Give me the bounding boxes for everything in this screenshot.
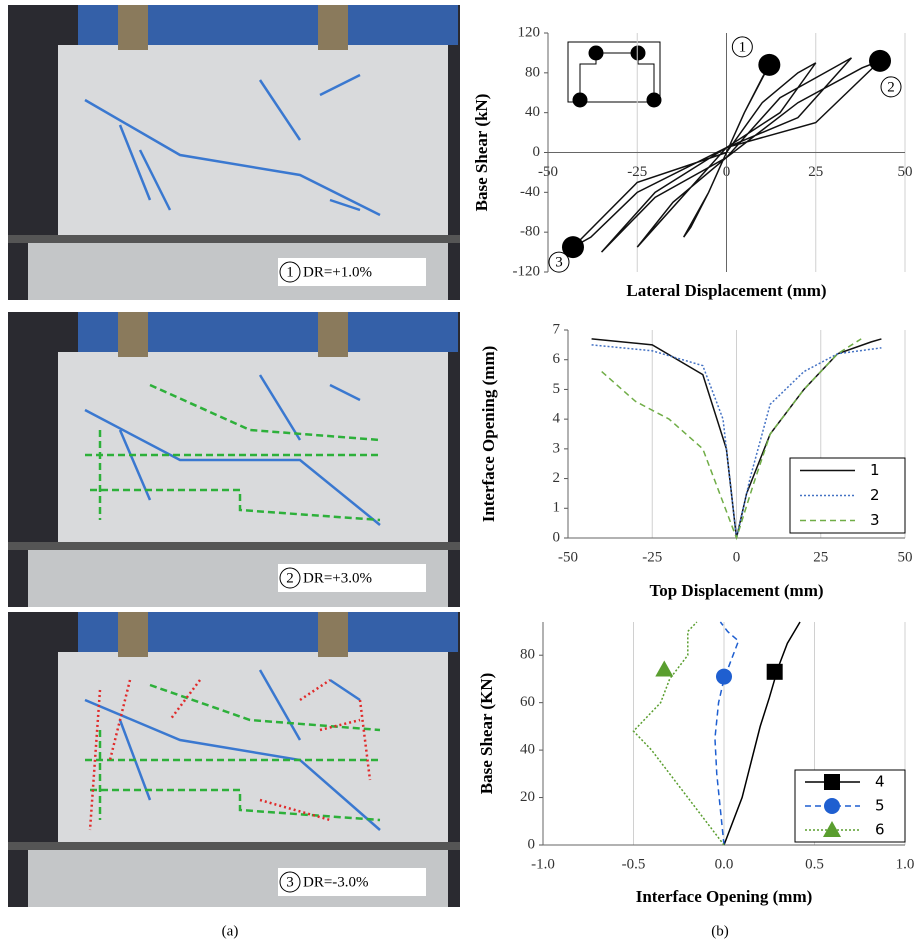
series-line [714,621,740,846]
x-axis-label: Interface Opening (mm) [636,887,813,906]
x-tick-label: 50 [898,549,913,565]
legend-label: 4 [875,773,885,791]
x-tick-label: -1.0 [531,856,555,872]
y-tick-label: 40 [525,104,540,120]
x-tick-label: 0 [733,549,741,565]
x-tick-label: -25 [627,164,647,180]
number-circle [279,261,301,283]
caption: (a) [222,923,239,939]
x-axis-label: Lateral Displacement (mm) [626,281,826,300]
y-tick-label: 120 [518,24,541,40]
inset-icon [567,41,662,108]
y-tick-label: 2 [553,470,561,486]
photo-number: 3 [286,874,294,890]
x-tick-label: 1.0 [896,856,915,872]
y-axis-label: Base Shear (KN) [477,673,496,795]
x-tick-label: -0.5 [622,856,646,872]
chart: -1.0 -0.5 0.0 0.5 1.0 0 20 40 60 80 Interface Open… [477,621,915,906]
chart: -50 -25 0 25 50 0 1 2 3 4 5 6 7 Top Displacement (mm)… [479,321,913,599]
y-tick-label: 0 [533,144,541,160]
number-circle [548,251,570,273]
y-tick-label: 0 [528,836,536,852]
x-tick-label: 25 [813,549,828,565]
state-marker [758,53,781,76]
x-tick-label: 0.0 [715,856,734,872]
photo-label: DR=+1.0% [303,264,372,280]
x-tick-label: -50 [558,549,578,565]
x-axis-label: Top Displacement (mm) [649,581,823,600]
series-line [591,344,882,539]
y-tick-label: 80 [520,647,535,663]
y-tick-label: 1 [553,500,561,516]
y-tick-label: 7 [553,321,561,337]
legend-label: 5 [875,797,885,815]
legend-label: 1 [870,461,880,479]
number-circle [279,871,301,893]
marker [824,774,840,790]
y-tick-label: -40 [520,184,540,200]
legend-label: 2 [870,486,880,504]
state-marker [869,49,892,72]
number-circle [279,567,301,589]
marker [655,660,674,677]
label-box [278,868,426,896]
series-line [723,621,801,846]
photo-label: DR=+3.0% [303,570,372,586]
x-tick-label: 0.5 [805,856,824,872]
series-line [572,57,881,253]
y-tick-label: 20 [520,789,535,805]
photo-panel [8,5,460,907]
marker-label: 3 [555,255,563,271]
y-tick-label: 4 [553,411,561,427]
photo-label: DR=-3.0% [303,874,369,890]
y-tick-label: 80 [525,64,540,80]
marker-label: 2 [887,79,895,95]
series-line [601,338,862,541]
series-line [632,621,725,846]
label-box [278,258,426,286]
y-tick-label: 40 [520,742,535,758]
number-circle [731,36,753,58]
y-tick-label: 0 [553,529,561,545]
x-tick-label: 25 [808,164,823,180]
x-tick-label: -25 [642,549,662,565]
number-circle [880,76,902,98]
x-tick-label: 50 [898,164,913,180]
marker [766,663,783,680]
y-tick-label: -120 [513,263,541,279]
photo-number: 1 [286,264,294,280]
caption: (b) [711,923,729,939]
legend-label: 3 [870,511,880,529]
y-axis-label: Interface Opening (mm) [479,346,498,523]
y-tick-label: -80 [520,224,540,240]
marker [716,668,732,685]
photo-labels: 1 DR=+1.0% 2 DR=+3.0% 3 DR=-3.0% [278,258,426,896]
marker-label: 1 [739,39,747,55]
photo-number: 2 [286,570,294,586]
y-tick-label: 5 [553,381,561,397]
legend-box [789,457,906,534]
legend-label: 6 [875,821,885,839]
marker [824,798,840,814]
y-tick-label: 3 [553,440,561,456]
y-axis-label: Base Shear (kN) [472,94,491,212]
state-marker [561,236,584,259]
marker [823,821,841,837]
y-tick-label: 60 [520,694,535,710]
label-box [278,564,426,592]
y-tick-label: 6 [553,351,561,367]
